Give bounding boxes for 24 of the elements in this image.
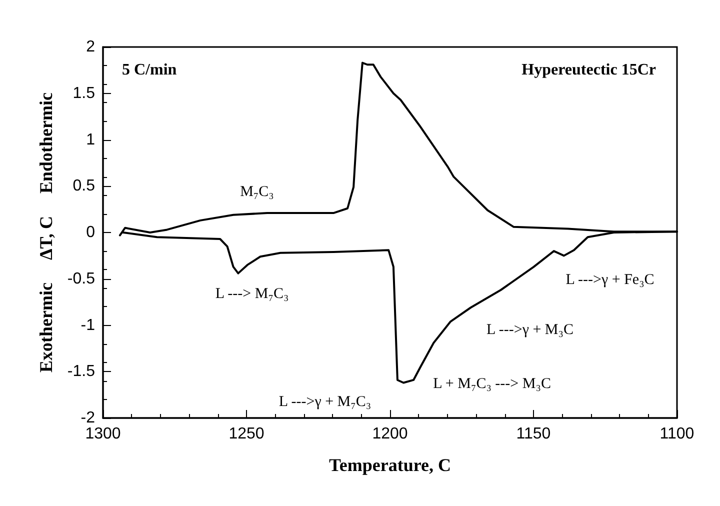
annotation: L --->γ + M₃C — [486, 322, 574, 338]
y-tick-label: -0.5 — [67, 270, 96, 288]
annotation: L + M₇C₃ ---> M₃C — [433, 376, 551, 392]
x-tick-label: 1250 — [228, 426, 264, 442]
annotation: 5 C/min — [122, 62, 177, 78]
y-tick-label: 1.5 — [72, 84, 96, 102]
y-tick-label: 0.5 — [72, 178, 96, 195]
annotation: M₇C₃ — [240, 184, 274, 200]
x-tick-label: 1150 — [516, 426, 551, 442]
annotation: L --->γ + Fe₃C — [566, 272, 654, 288]
y-tick-label: 0 — [86, 224, 96, 241]
annotation: Hypereutectic 15Cr — [522, 62, 656, 78]
x-axis-title: Temperature, C — [329, 455, 451, 475]
y-tick-label: 2 — [86, 38, 96, 56]
x-tick-label: 1300 — [85, 426, 121, 442]
annotation: L --->γ + M₇C₃ — [278, 394, 372, 410]
y-tick-label: -1.5 — [67, 363, 96, 380]
x-tick-label: 1100 — [660, 426, 694, 442]
annotation: L ---> M₇C₃ — [215, 286, 289, 302]
y-tick-label: -1 — [80, 316, 96, 334]
y-tick-label: -2 — [80, 410, 96, 426]
y-axis-title: Exothermic ΔT, C Endothermic — [36, 92, 56, 372]
y-tick-label: 1 — [86, 131, 96, 148]
x-tick-label: 1200 — [372, 426, 408, 442]
